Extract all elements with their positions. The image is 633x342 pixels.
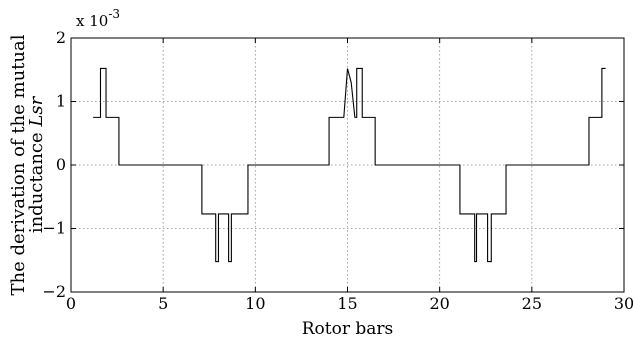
- y-axis-title-line2: inductance Lsr: [26, 95, 47, 233]
- series-line: [93, 67, 606, 263]
- x-tick-labels: 0 5 10 15 20 25 30: [66, 294, 633, 313]
- y-axis-title-symbol: Lsr: [26, 95, 47, 127]
- y-tick-labels: −2 −1 0 1 2: [42, 28, 66, 301]
- y-tick-label: −2: [42, 282, 66, 301]
- axis-ticks: [70, 37, 625, 293]
- y-multiplier-label: x 10-3: [76, 7, 120, 30]
- x-tick-label: 10: [245, 294, 265, 313]
- y-axis-title: The derivation of the mutual inductance …: [8, 34, 47, 295]
- y-tick-label: 2: [56, 28, 66, 47]
- x-tick-label: 25: [522, 294, 542, 313]
- y-axis-title-line1: The derivation of the mutual: [8, 34, 29, 295]
- y-tick-label: 1: [56, 92, 66, 111]
- y-multiplier-base: x 10: [76, 12, 108, 30]
- x-axis-title: Rotor bars: [302, 319, 394, 339]
- x-tick-label: 30: [614, 294, 633, 313]
- y-multiplier-exponent: -3: [108, 7, 120, 21]
- y-tick-label: 0: [56, 155, 66, 174]
- x-tick-label: 0: [66, 294, 76, 313]
- x-tick-label: 15: [337, 294, 357, 313]
- x-tick-label: 5: [158, 294, 168, 313]
- y-axis-title-line2-text: inductance: [26, 127, 47, 234]
- y-tick-label: −1: [42, 219, 66, 238]
- x-tick-label: 20: [429, 294, 449, 313]
